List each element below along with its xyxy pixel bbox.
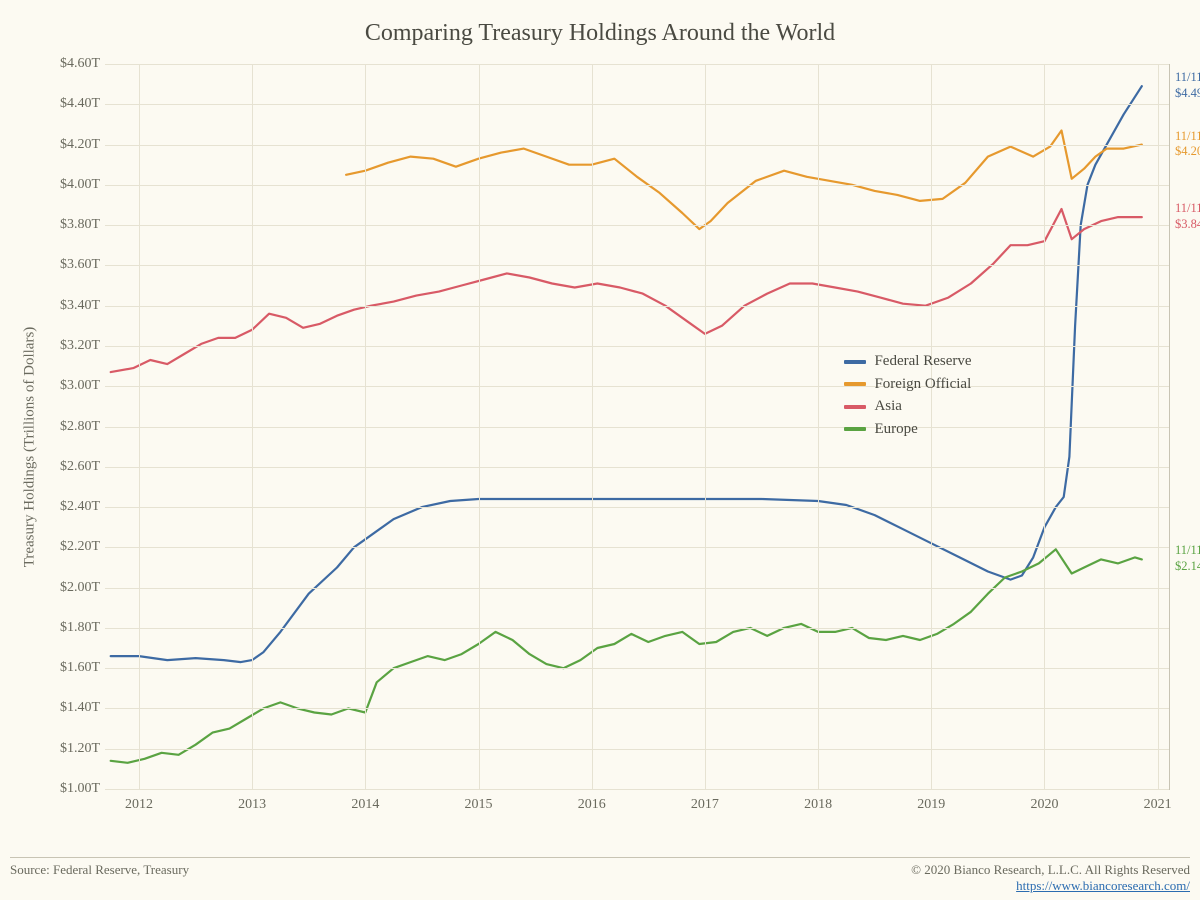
gridline-v (252, 64, 253, 789)
x-tick-label: 2014 (351, 797, 379, 813)
y-tick-label: $2.40T (50, 499, 100, 515)
gridline-v (592, 64, 593, 789)
series-line (111, 86, 1142, 662)
y-tick-label: $1.60T (50, 660, 100, 676)
gridline-h (105, 708, 1169, 709)
gridline-v (479, 64, 480, 789)
y-tick-label: $2.20T (50, 539, 100, 555)
gridline-h (105, 104, 1169, 105)
gridline-h (105, 628, 1169, 629)
gridline-v (139, 64, 140, 789)
plot-area: $1.00T$1.20T$1.40T$1.60T$1.80T$2.00T$2.2… (105, 64, 1170, 790)
copyright-text: © 2020 Bianco Research, L.L.C. All Right… (911, 862, 1190, 878)
series-line (111, 549, 1142, 763)
y-tick-label: $4.60T (50, 56, 100, 72)
x-tick-label: 2012 (125, 797, 153, 813)
footer: Source: Federal Reserve, Treasury © 2020… (10, 857, 1190, 894)
x-tick-label: 2013 (238, 797, 266, 813)
source-link[interactable]: https://www.biancoresearch.com/ (1016, 878, 1190, 893)
gridline-h (105, 547, 1169, 548)
gridline-h (105, 225, 1169, 226)
legend-item: Asia (844, 395, 971, 418)
gridline-v (365, 64, 366, 789)
x-tick-label: 2020 (1030, 797, 1058, 813)
y-tick-label: $4.20T (50, 137, 100, 153)
series-line (111, 209, 1142, 372)
legend-label: Foreign Official (874, 373, 971, 396)
gridline-h (105, 427, 1169, 428)
gridline-h (105, 145, 1169, 146)
y-tick-label: $3.00T (50, 378, 100, 394)
y-tick-label: $3.40T (50, 298, 100, 314)
y-tick-label: $1.80T (50, 620, 100, 636)
series-end-label: 11/11/2020$4.49T (1175, 70, 1200, 101)
gridline-h (105, 467, 1169, 468)
legend-swatch (844, 382, 866, 386)
x-tick-label: 2019 (917, 797, 945, 813)
gridline-h (105, 789, 1169, 790)
y-tick-label: $4.00T (50, 177, 100, 193)
legend-item: Federal Reserve (844, 350, 971, 373)
legend-label: Federal Reserve (874, 350, 971, 373)
legend-item: Foreign Official (844, 373, 971, 396)
y-tick-label: $1.40T (50, 700, 100, 716)
gridline-v (1158, 64, 1159, 789)
series-end-label: 11/11/2020$2.14T (1175, 543, 1200, 574)
y-tick-label: $2.80T (50, 419, 100, 435)
legend-swatch (844, 360, 866, 364)
source-text: Source: Federal Reserve, Treasury (10, 862, 189, 894)
series-end-label: 11/11/2020$3.84T (1175, 201, 1200, 232)
y-tick-label: $1.20T (50, 741, 100, 757)
y-tick-label: $3.20T (50, 338, 100, 354)
y-tick-label: $4.40T (50, 96, 100, 112)
x-tick-label: 2017 (691, 797, 719, 813)
y-axis-label: Treasury Holdings (Trillions of Dollars) (22, 327, 39, 568)
y-tick-label: $3.60T (50, 257, 100, 273)
gridline-h (105, 64, 1169, 65)
series-end-label: 11/11/2020$4.20T (1175, 129, 1200, 160)
x-tick-label: 2015 (465, 797, 493, 813)
gridline-h (105, 507, 1169, 508)
x-tick-label: 2016 (578, 797, 606, 813)
gridline-v (705, 64, 706, 789)
gridline-v (1044, 64, 1045, 789)
legend: Federal ReserveForeign OfficialAsiaEurop… (844, 350, 971, 440)
gridline-h (105, 346, 1169, 347)
gridline-h (105, 668, 1169, 669)
plot-container: Treasury Holdings (Trillions of Dollars)… (60, 64, 1170, 830)
chart-title: Comparing Treasury Holdings Around the W… (0, 0, 1200, 47)
y-tick-label: $1.00T (50, 781, 100, 797)
gridline-h (105, 185, 1169, 186)
x-tick-label: 2021 (1144, 797, 1172, 813)
legend-swatch (844, 427, 866, 431)
legend-label: Europe (874, 418, 917, 441)
legend-item: Europe (844, 418, 971, 441)
legend-label: Asia (874, 395, 902, 418)
y-tick-label: $2.00T (50, 580, 100, 596)
gridline-h (105, 306, 1169, 307)
gridline-h (105, 588, 1169, 589)
legend-swatch (844, 405, 866, 409)
y-tick-label: $3.80T (50, 217, 100, 233)
gridline-h (105, 386, 1169, 387)
y-tick-label: $2.60T (50, 459, 100, 475)
x-tick-label: 2018 (804, 797, 832, 813)
gridline-h (105, 749, 1169, 750)
gridline-v (818, 64, 819, 789)
gridline-h (105, 265, 1169, 266)
